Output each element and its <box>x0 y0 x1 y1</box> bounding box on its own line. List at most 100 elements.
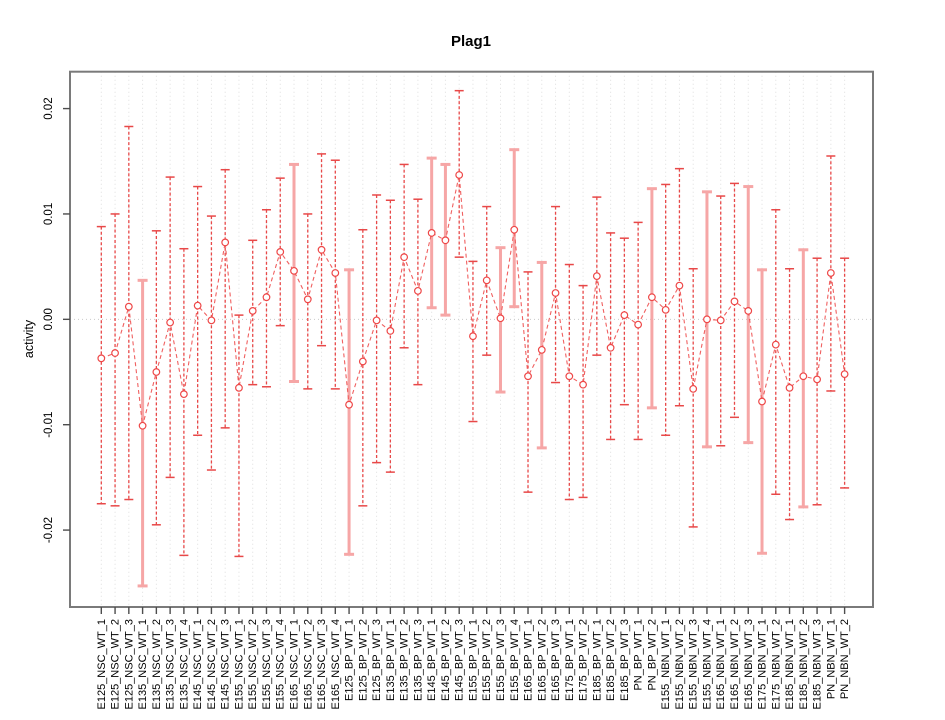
chart-title: Plag1 <box>451 33 491 50</box>
x-tick-label: E135_NSC_WT_1 <box>137 619 149 710</box>
x-tick-label: E175_BP_WT_2 <box>578 619 590 701</box>
x-tick-label: E135_BP_WT_2 <box>399 619 411 701</box>
data-point <box>840 370 849 379</box>
x-tick-label: E135_BP_WT_3 <box>412 619 424 701</box>
x-tick-label: E135_BP_WT_1 <box>385 619 397 701</box>
x-tick-label: E175_NBN_WT_1 <box>757 619 769 710</box>
data-point <box>579 380 587 389</box>
data-point <box>179 390 188 399</box>
x-tick-label: E155_BP_WT_4 <box>509 619 521 701</box>
x-tick-label: E155_NSC_WT_2 <box>247 619 259 710</box>
data-point <box>317 245 326 254</box>
x-tick-label: E185_BP_WT_2 <box>605 619 617 701</box>
data-point <box>290 266 298 275</box>
data-point <box>799 372 808 381</box>
data-point <box>166 318 175 327</box>
x-tick-label: E155_NSC_WT_3 <box>261 619 273 710</box>
data-point <box>358 357 367 366</box>
data-point <box>372 316 381 325</box>
x-tick-label: E165_NSC_WT_1 <box>289 619 301 710</box>
x-tick-label: E175_NBN_WT_2 <box>770 619 782 710</box>
x-tick-label: E125_BP_WT_2 <box>357 619 369 701</box>
data-point <box>248 306 257 315</box>
x-tick-label: E155_NSC_WT_4 <box>275 619 287 710</box>
data-point <box>689 384 698 393</box>
data-point <box>716 316 725 325</box>
data-point <box>427 229 436 237</box>
x-tick-label: E165_BP_WT_3 <box>550 619 562 701</box>
data-point <box>111 349 119 357</box>
data-point <box>785 383 794 392</box>
data-point <box>303 295 312 304</box>
y-tick-label: 0.01 <box>43 203 55 225</box>
x-tick-label: E165_BP_WT_2 <box>536 619 548 701</box>
data-point <box>262 293 271 302</box>
y-tick-label: 0.02 <box>43 97 55 119</box>
data-point <box>455 171 464 179</box>
x-tick-label: E165_NBN_WT_1 <box>715 619 727 710</box>
x-tick-label: E125_NSC_WT_2 <box>110 619 122 710</box>
data-point <box>565 372 574 381</box>
data-point <box>413 286 422 295</box>
data-point <box>510 225 519 234</box>
data-point <box>276 247 285 256</box>
data-point <box>675 281 684 290</box>
x-tick-label: E155_NSC_WT_1 <box>233 619 245 710</box>
x-tick-label: E125_BP_WT_3 <box>371 619 383 701</box>
x-tick-label: E135_NSC_WT_2 <box>151 619 163 710</box>
x-tick-label: E175_BP_WT_1 <box>564 619 576 701</box>
x-tick-label: E185_BP_WT_3 <box>619 619 631 701</box>
x-tick-label: E145_BP_WT_1 <box>426 619 438 701</box>
data-point <box>661 305 670 314</box>
x-tick-label: E155_BP_WT_2 <box>481 619 493 701</box>
x-tick-label: E125_BP_WT_1 <box>344 619 356 701</box>
x-tick-label: E135_NSC_WT_4 <box>178 619 190 710</box>
x-tick-label: E145_BP_WT_3 <box>454 619 466 701</box>
x-tick-label: E185_NBN_WT_2 <box>798 619 810 710</box>
data-point <box>441 236 450 245</box>
data-point <box>345 400 353 409</box>
data-point <box>703 315 711 324</box>
x-tick-label: E145_NSC_WT_3 <box>220 619 232 710</box>
data-point <box>386 327 395 335</box>
data-point <box>648 293 656 302</box>
x-tick-label: E185_NBN_WT_1 <box>784 619 796 710</box>
x-tick-label: PN_BP_WT_2 <box>646 619 658 691</box>
data-point <box>221 238 230 247</box>
data-point <box>97 354 106 363</box>
x-tick-label: PN_BP_WT_1 <box>633 619 645 691</box>
x-tick-label: E165_NBN_WT_3 <box>743 619 755 710</box>
x-tick-label: E165_NBN_WT_2 <box>729 619 741 710</box>
data-point <box>826 269 835 277</box>
data-point <box>537 345 546 354</box>
data-point <box>551 289 560 297</box>
data-point <box>138 421 147 430</box>
x-tick-label: PN_NBN_WT_2 <box>839 619 851 699</box>
data-point <box>193 301 202 310</box>
data-point <box>207 316 216 325</box>
x-tick-label: PN_NBN_WT_1 <box>825 619 837 699</box>
y-tick-label: -0.01 <box>43 412 55 438</box>
x-tick-label: E155_NBN_WT_3 <box>688 619 700 710</box>
x-tick-label: E125_NSC_WT_3 <box>123 619 135 710</box>
data-point <box>606 343 615 352</box>
data-point <box>771 340 780 349</box>
data-point <box>152 368 161 376</box>
x-tick-label: E185_NBN_WT_3 <box>812 619 824 710</box>
x-tick-label: E165_NSC_WT_2 <box>302 619 314 710</box>
data-point <box>235 383 243 392</box>
data-point <box>813 375 821 384</box>
data-point <box>524 372 532 381</box>
x-tick-label: E155_NBN_WT_1 <box>660 619 672 710</box>
y-tick-label: 0.00 <box>43 308 55 330</box>
data-point <box>730 297 739 306</box>
plot-frame <box>69 70 874 608</box>
x-tick-label: E125_NSC_WT_1 <box>96 619 108 710</box>
data-point <box>400 253 409 262</box>
data-point <box>124 302 133 311</box>
data-point <box>634 320 643 329</box>
y-axis-label: activity <box>22 319 36 358</box>
x-tick-label: E165_BP_WT_1 <box>523 619 535 701</box>
